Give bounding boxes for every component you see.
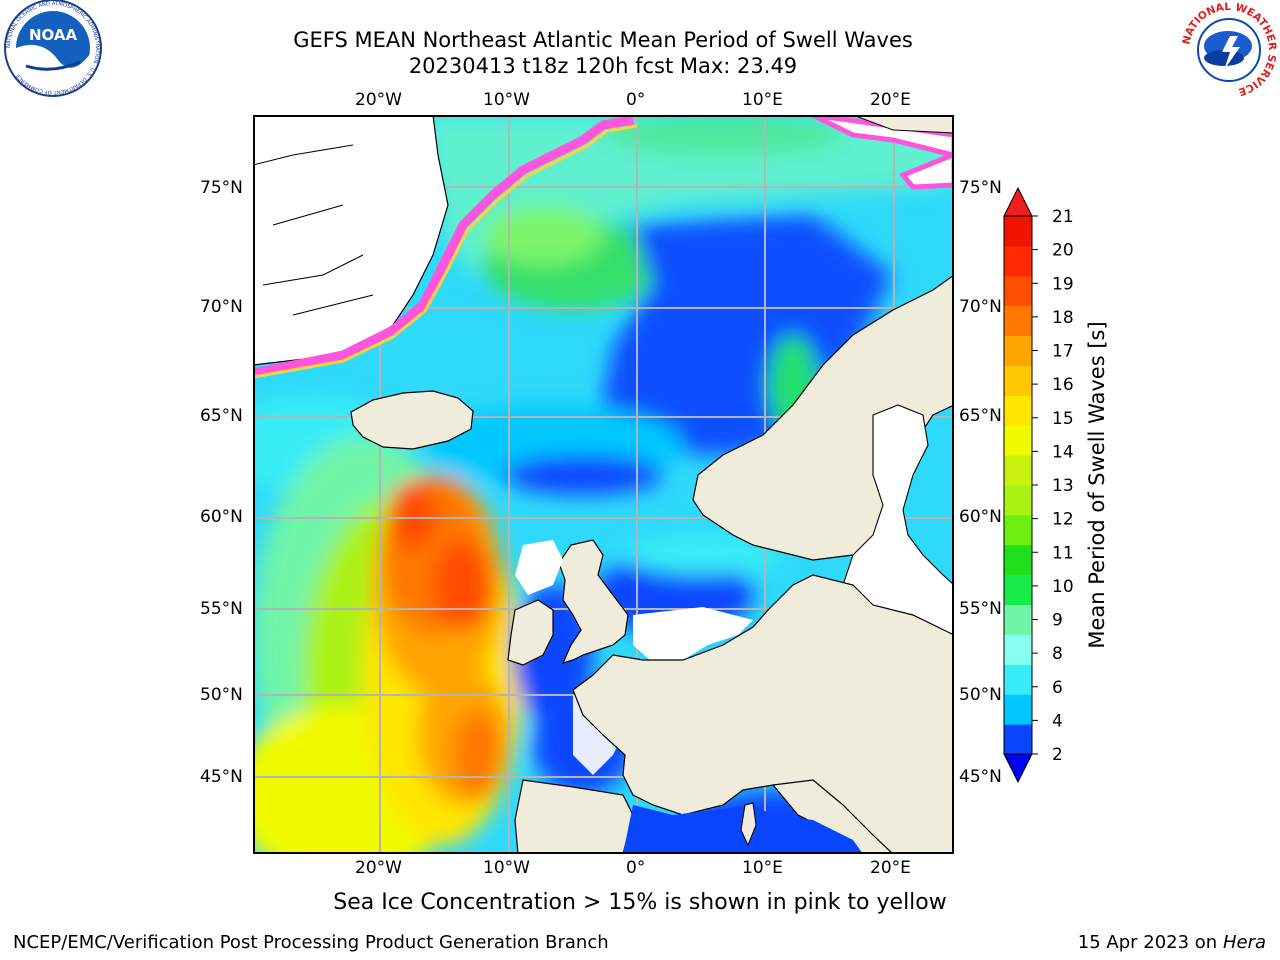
lat-label-right-50n: 50°N bbox=[959, 685, 1002, 705]
ireland bbox=[507, 599, 554, 666]
colorbar: 2 4 6 8 9 10 11 12 13 14 15 16 17 18 19 20 21 bbox=[1003, 186, 1074, 784]
colorbar-bin bbox=[1004, 694, 1032, 725]
colorbar-tick-label: 19 bbox=[1052, 274, 1074, 294]
great-britain bbox=[558, 539, 629, 664]
lon-label-bottom-20e: 20°E bbox=[870, 858, 911, 878]
lon-label-top-20w: 20°W bbox=[355, 90, 402, 110]
lon-label-bottom-10e: 10°E bbox=[742, 858, 783, 878]
credit-line: NCEP/EMC/Verification Post Processing Pr… bbox=[13, 932, 609, 953]
colorbar-bin bbox=[1004, 425, 1032, 456]
colorbar-bin bbox=[1004, 455, 1032, 486]
colorbar-bin bbox=[1004, 305, 1032, 337]
lat-label-left-65n: 65°N bbox=[200, 406, 243, 426]
colorbar-tick-label: 11 bbox=[1052, 543, 1074, 563]
lat-label-left-50n: 50°N bbox=[200, 685, 243, 705]
lon-label-top-0: 0° bbox=[626, 90, 646, 110]
colorbar-bin bbox=[1004, 634, 1032, 665]
colorbar-tick-label: 15 bbox=[1052, 409, 1074, 429]
colorbar-tick-label: 13 bbox=[1052, 476, 1074, 496]
lon-label-top-20e: 20°E bbox=[870, 90, 911, 110]
colorbar-bin bbox=[1004, 216, 1032, 247]
colorbar-tick-label: 4 bbox=[1052, 711, 1063, 731]
lat-label-right-60n: 60°N bbox=[959, 507, 1002, 527]
date-stamp: 15 Apr 2023 on Hera bbox=[1078, 932, 1266, 953]
colorbar-tick-label: 18 bbox=[1052, 308, 1074, 328]
colorbar-bin bbox=[1004, 335, 1032, 366]
colorbar-bin bbox=[1004, 245, 1032, 277]
colorbar-bin bbox=[1004, 365, 1032, 396]
colorbar-bin bbox=[1004, 604, 1032, 635]
baltic-sea bbox=[842, 404, 954, 636]
greenland bbox=[253, 115, 449, 366]
colorbar-bin bbox=[1004, 544, 1032, 576]
colorbar-extend-high bbox=[1003, 186, 1033, 217]
noaa-logo: NOAA NATIONAL OCEANIC AND ATMOSPHERIC AD… bbox=[4, 0, 102, 97]
map-subtitle: 20230413 t18z 120h fcst Max: 23.49 bbox=[408, 54, 798, 78]
colorbar-bin bbox=[1004, 664, 1032, 695]
lat-label-right-70n: 70°N bbox=[959, 297, 1002, 317]
colorbar-tick-label: 21 bbox=[1052, 207, 1074, 227]
colorbar-tick-label: 2 bbox=[1052, 745, 1063, 765]
lon-label-bottom-10w: 10°W bbox=[483, 858, 530, 878]
machine-name: Hera bbox=[1222, 932, 1266, 953]
colorbar-bin bbox=[1004, 514, 1032, 546]
colorbar-extend-low bbox=[1003, 753, 1033, 784]
lat-label-left-75n: 75°N bbox=[200, 178, 243, 198]
lat-label-right-45n: 45°N bbox=[959, 767, 1002, 787]
map-panel bbox=[253, 115, 954, 854]
lon-label-top-10e: 10°E bbox=[742, 90, 783, 110]
lon-label-top-10w: 10°W bbox=[483, 90, 530, 110]
colorbar-tick-label: 6 bbox=[1052, 678, 1063, 698]
lat-label-right-65n: 65°N bbox=[959, 406, 1002, 426]
lat-label-right-75n: 75°N bbox=[959, 178, 1002, 198]
colorbar-tick-label: 9 bbox=[1052, 611, 1063, 631]
date-text: 15 Apr 2023 on bbox=[1077, 932, 1218, 953]
colorbar-tick-label: 16 bbox=[1052, 375, 1074, 395]
colorbar-bin bbox=[1004, 395, 1032, 426]
colorbar-bin bbox=[1004, 485, 1032, 516]
lat-label-right-55n: 55°N bbox=[959, 599, 1002, 619]
noaa-logo-text: NOAA bbox=[29, 26, 78, 44]
lon-label-bottom-0: 0° bbox=[626, 858, 646, 878]
lat-label-left-55n: 55°N bbox=[200, 599, 243, 619]
sea-ice-edge bbox=[253, 115, 634, 378]
colorbar-bin bbox=[1004, 574, 1032, 606]
sea-ice-note: Sea Ice Concentration > 15% is shown in … bbox=[333, 890, 947, 915]
nws-logo: NATIONAL WEATHER SERVICE bbox=[1180, 1, 1278, 98]
colorbar-tick-label: 10 bbox=[1052, 577, 1074, 597]
colorbar-label: Mean Period of Swell Waves [s] bbox=[1085, 321, 1109, 649]
colorbar-tick-label: 20 bbox=[1052, 241, 1074, 261]
colorbar-bin bbox=[1004, 724, 1032, 755]
map-title: GEFS MEAN Northeast Atlantic Mean Period… bbox=[293, 28, 913, 52]
lat-label-left-45n: 45°N bbox=[200, 767, 243, 787]
colorbar-tick-label: 17 bbox=[1052, 342, 1074, 362]
lat-label-left-70n: 70°N bbox=[200, 297, 243, 317]
iceland bbox=[350, 390, 474, 450]
colorbar-tick-label: 12 bbox=[1052, 510, 1074, 530]
colorbar-bin bbox=[1004, 275, 1032, 307]
colorbar-tick-label: 14 bbox=[1052, 442, 1074, 462]
colorbar-tick-label: 8 bbox=[1052, 644, 1063, 664]
lat-label-left-60n: 60°N bbox=[200, 507, 243, 527]
swell-period-map bbox=[253, 115, 954, 854]
lon-label-bottom-20w: 20°W bbox=[355, 858, 402, 878]
